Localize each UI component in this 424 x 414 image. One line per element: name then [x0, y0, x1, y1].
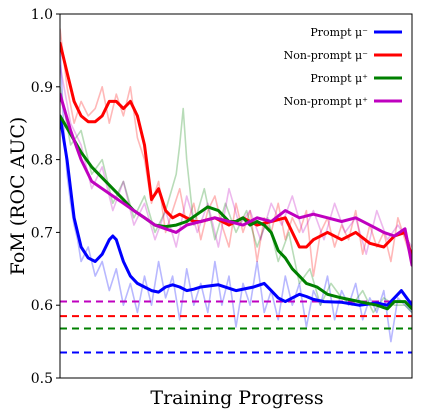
- y-tick-label-4: 0.9: [31, 80, 53, 96]
- y-tick-label-2: 0.7: [31, 225, 53, 241]
- legend: Prompt μ⁻ Non-prompt μ⁻ Prompt μ⁺ Non-promp…: [284, 26, 402, 108]
- legend-label-2: Prompt μ⁺: [310, 72, 368, 85]
- y-axis-ticks: 0.5 0.6 0.7 0.8 0.9 1.0: [31, 7, 60, 387]
- legend-label-1: Non-prompt μ⁻: [284, 49, 369, 62]
- raw-series-line-1: [60, 28, 412, 277]
- x-axis-label: Training Progress: [150, 387, 323, 409]
- legend-label-3: Non-prompt μ⁺: [284, 95, 369, 108]
- y-tick-label-0: 0.5: [31, 371, 53, 387]
- y-axis-label: FoM (ROC AUC): [7, 117, 29, 276]
- plot-frame: [59, 13, 413, 379]
- legend-label-0: Prompt μ⁻: [310, 26, 368, 39]
- smoothed-series-line-0: [60, 114, 412, 307]
- smoothed-series-layer: [60, 41, 412, 311]
- raw-series-line-3: [60, 64, 412, 255]
- y-tick-label-1: 0.6: [31, 298, 53, 314]
- smoothed-series-line-2: [60, 114, 412, 311]
- smoothed-series-line-3: [60, 92, 412, 267]
- y-tick-label-3: 0.8: [31, 153, 53, 169]
- y-tick-label-5: 1.0: [31, 7, 53, 23]
